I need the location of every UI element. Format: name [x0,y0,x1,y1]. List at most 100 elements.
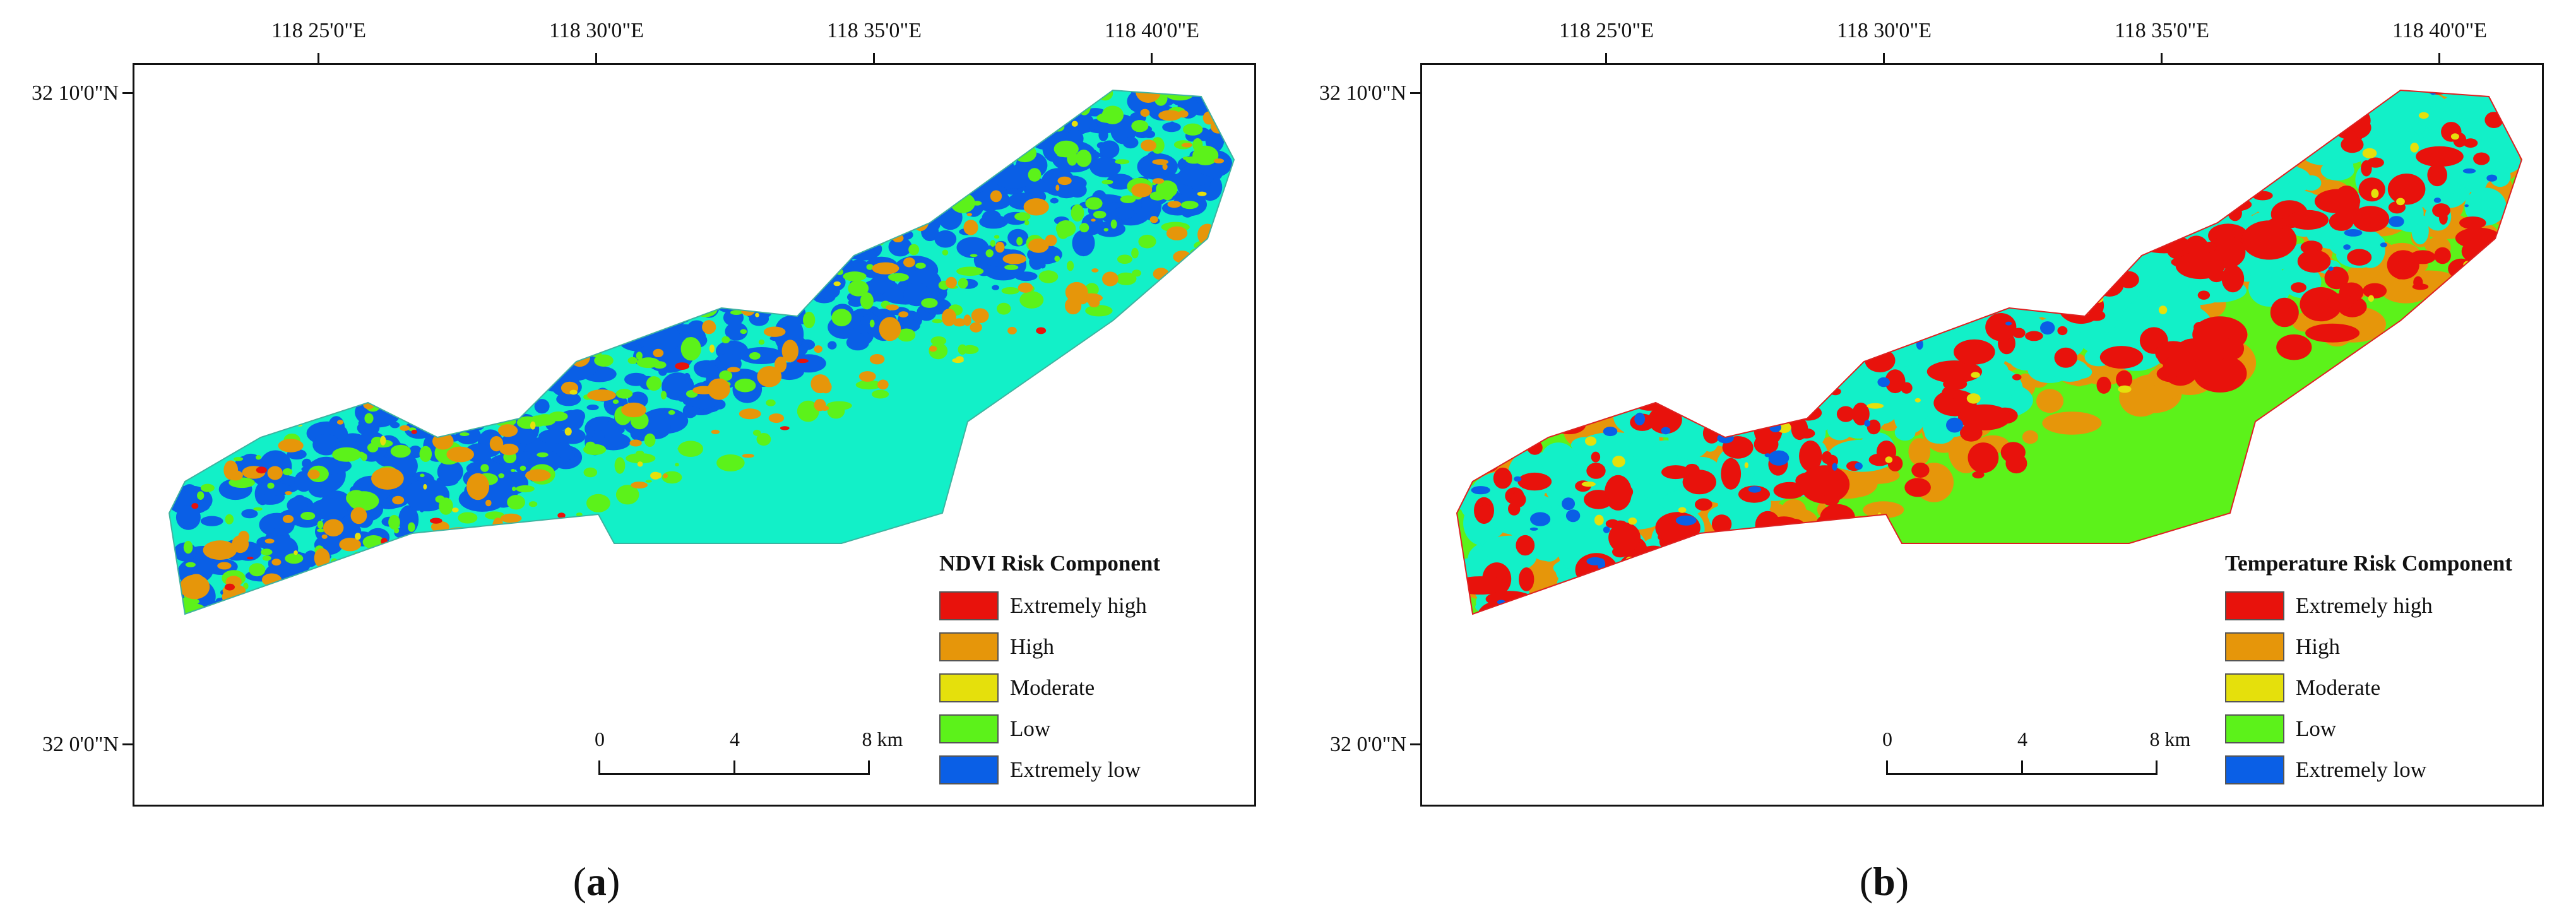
class-patch-extremely-high [1561,416,1576,428]
class-patch-high [705,256,717,264]
class-patch-low [793,191,814,201]
class-patch-extremely-high [1822,342,1865,369]
class-patch-high [1058,109,1068,115]
class-patch-extremely-high [2086,277,2104,287]
latitude-label: 32 0'0"N [42,733,119,756]
longitude-label: 118 35'0"E [2114,19,2210,42]
class-patch-low [646,376,662,391]
class-patch-high [1743,380,1781,415]
class-patch-high [1674,564,1712,608]
class-patch-high [1490,649,1509,662]
class-patch-low [997,302,1011,315]
scale-label: 0 [595,728,605,750]
class-patch-low [538,528,557,542]
class-patch-moderate [755,312,759,317]
class-patch-low [612,399,619,404]
longitude-label: 118 40'0"E [2392,19,2488,42]
class-patch-extremely-low [1072,230,1095,257]
class-patch-high [336,420,344,425]
class-patch-cyan [2464,187,2507,226]
class-patch-cyan [1939,276,2002,319]
class-patch-high [307,470,320,480]
class-patch-cyan [1819,352,1839,369]
class-patch-moderate [1928,310,1935,315]
class-patch-high [1469,431,1512,453]
class-patch-low [858,146,871,154]
class-patch-cyan [2462,163,2488,193]
class-patch-low [222,421,241,435]
class-patch-extremely-low [628,290,662,319]
class-patch-extremely-high [224,583,235,591]
class-patch-extremely-low [2464,204,2469,208]
class-patch-high [800,179,813,189]
class-patch-high [663,473,668,478]
class-patch-low [366,586,383,605]
class-patch-extremely-low [441,396,478,423]
latitude-label: 32 10'0"N [1319,81,1406,105]
class-patch-low [222,429,237,435]
class-patch-low [408,522,415,532]
legend-label: Extremely high [1010,593,1147,618]
class-patch-high [1860,305,1879,324]
legend-item-extremely-low: Extremely low [2225,749,2534,790]
class-patch-high [1617,589,1672,614]
class-patch-extremely-high [1686,340,1714,356]
class-patch-extremely-high [1972,471,1985,479]
class-patch-low [285,379,293,387]
class-patch-extremely-low [432,379,477,408]
class-patch-high [1867,257,1901,285]
class-patch-high [587,389,616,401]
class-patch-high [446,446,474,463]
class-patch-low [332,447,361,462]
class-patch-extremely-high [2413,276,2423,289]
class-patch-extremely-low [749,256,764,267]
class-patch-low [216,605,230,613]
class-patch-extremely-low [2005,321,2012,326]
class-patch-high [1007,326,1017,334]
class-patch-low [1183,123,1203,136]
class-patch-moderate [247,422,254,427]
class-patch-extremely-high [1786,361,1805,380]
class-patch-extremely-low [701,364,719,379]
class-patch-extremely-low [1192,75,1204,85]
class-patch-moderate [1612,456,1625,468]
class-patch-high [1601,381,1616,396]
class-patch-low [730,310,743,315]
class-patch-high [1596,565,1653,597]
class-patch-extremely-low [1877,377,1890,388]
class-patch-extremely-high [1656,389,1690,407]
class-patch-high [631,482,648,489]
class-patch-low [465,349,480,364]
class-patch-high [2163,167,2186,180]
class-patch-high [929,346,937,352]
class-patch-extremely-low [2343,244,2351,250]
class-patch-extremely-low [1565,509,1581,523]
class-patch-high [1733,400,1756,421]
class-patch-low [1190,248,1202,258]
class-patch-high [1801,323,1846,360]
class-patch-extremely-low [1100,122,1112,132]
class-patch-extremely-high [1904,478,1931,497]
class-patch-extremely-high [2314,189,2361,213]
class-patch-extremely-low [2433,198,2442,203]
class-patch-low [1161,187,1174,201]
class-patch-low [546,297,567,313]
class-patch-extremely-low [184,484,196,493]
class-patch-low [627,357,638,364]
class-patch-cyan [2059,218,2113,250]
class-patch-low [803,311,816,329]
class-patch-low [676,299,681,305]
class-patch-cyan [2151,220,2164,239]
class-patch-low [844,317,850,321]
class-patch-extremely-high [1476,441,1500,453]
class-patch-moderate [564,427,572,436]
class-patch-extremely-low [655,298,683,314]
class-patch-high [1495,658,1522,672]
class-patch-extremely-low [1190,65,1218,79]
class-patch-low [317,528,325,533]
legend-label: Extremely low [1010,757,1141,782]
scale-bar: 0 4 8 km [1882,728,2190,797]
class-patch-extremely-high [2193,322,2206,333]
class-patch-extremely-high [2452,90,2505,93]
class-patch-extremely-low [1634,412,1646,426]
